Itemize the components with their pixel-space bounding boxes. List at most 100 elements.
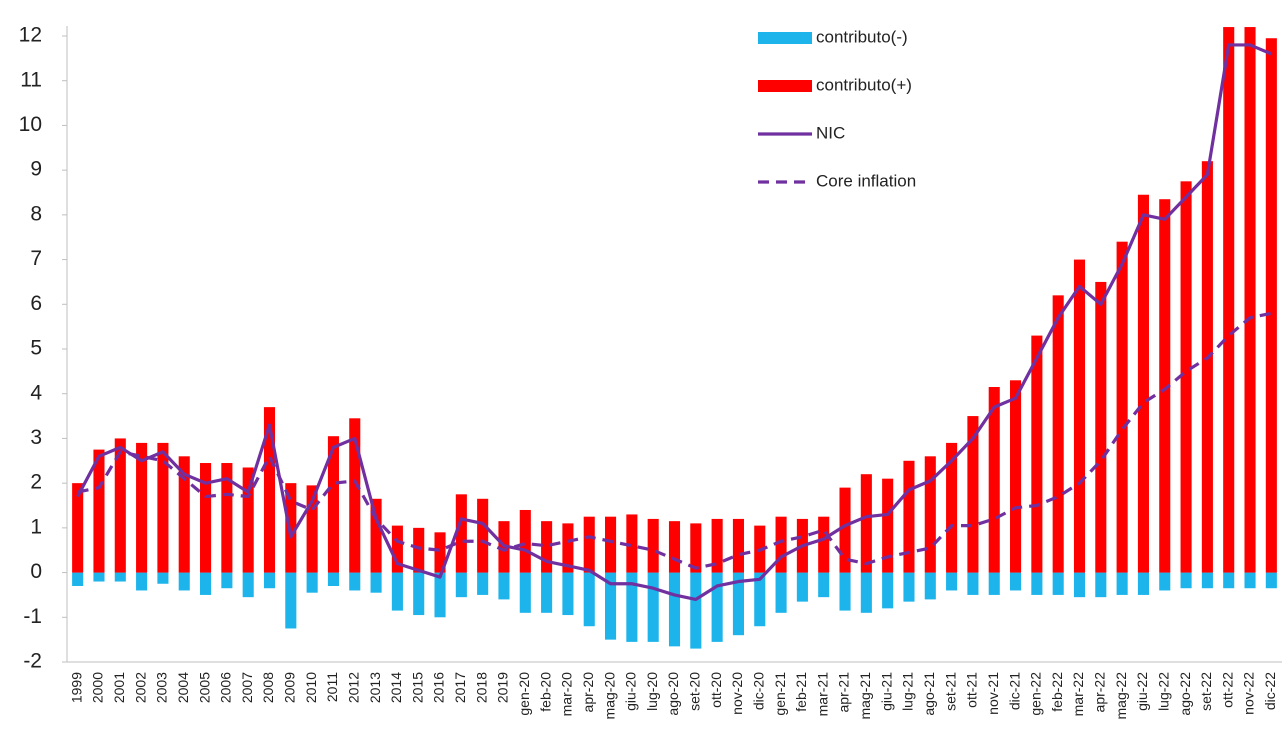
bar: [285, 483, 297, 573]
y-tick-label: 7: [30, 247, 42, 270]
bar: [1201, 572, 1213, 589]
bar: [775, 516, 787, 573]
bar: [242, 572, 254, 598]
bar: [455, 572, 467, 598]
bar: [605, 572, 617, 640]
bar: [1265, 38, 1277, 573]
bar: [391, 525, 403, 573]
bar: [988, 572, 1000, 595]
bar: [924, 456, 936, 573]
bar: [519, 572, 531, 613]
legend-label: contributo(+): [816, 75, 912, 94]
bar: [541, 521, 553, 573]
y-tick-label: 3: [30, 426, 42, 449]
y-tick-label: 1: [30, 515, 42, 538]
y-tick-label: 5: [30, 337, 42, 360]
bar: [860, 572, 872, 613]
x-tick-label: mar-22: [1070, 672, 1086, 717]
bar: [1010, 380, 1022, 573]
x-tick-label: apr-22: [1092, 672, 1108, 713]
bar: [668, 521, 681, 573]
line: [76, 43, 1272, 601]
x-tick-label: feb-20: [537, 672, 553, 712]
y-tick-label: 8: [30, 202, 42, 225]
x-tick-label: set-21: [942, 672, 958, 711]
bar: [306, 572, 318, 593]
line: [77, 311, 1272, 570]
x-tick-label: gen-22: [1028, 672, 1044, 716]
bar: [263, 407, 276, 573]
x-tick-label: 2000: [90, 672, 106, 703]
x-tick-label: mag-20: [601, 672, 617, 720]
x-tick-label: 2014: [388, 672, 404, 703]
x-tick-label: 2016: [431, 672, 447, 703]
x-tick-label: 2003: [154, 672, 170, 703]
bar: [434, 572, 446, 618]
x-tick-label: 2010: [303, 672, 319, 703]
x-tick-label: ago-20: [665, 672, 681, 716]
bar: [413, 527, 425, 573]
legend-swatch: [758, 80, 812, 92]
bar: [924, 572, 936, 600]
x-tick-label: 2005: [196, 672, 212, 703]
bar: [349, 572, 361, 591]
x-tick-label: lug-22: [1155, 672, 1171, 711]
bar: [690, 523, 702, 573]
bar: [327, 572, 339, 586]
bar: [967, 572, 979, 595]
bar: [306, 485, 318, 573]
x-tick-label: 2011: [324, 672, 340, 702]
x-tick-label: gen-20: [516, 672, 532, 716]
bar: [327, 436, 339, 573]
bar: [903, 572, 915, 602]
bar: [1223, 572, 1235, 589]
x-tick-label: dic-20: [750, 672, 766, 710]
bar: [434, 532, 446, 573]
bar: [882, 572, 894, 609]
x-tick-label: ott-21: [964, 672, 980, 708]
x-tick-label: 2019: [495, 672, 511, 703]
bar: [626, 572, 638, 642]
bar: [1010, 572, 1022, 591]
bar: [477, 572, 489, 595]
x-tick-label: ott-20: [708, 672, 724, 708]
bar: [93, 449, 105, 573]
bar: [668, 572, 681, 647]
bar: [519, 509, 531, 573]
legend-label: contributo(-): [816, 27, 908, 46]
bar: [1159, 199, 1171, 573]
x-tick-label: 2008: [260, 672, 276, 703]
bar: [1073, 259, 1086, 573]
y-tick-label: -1: [23, 605, 42, 628]
bar: [157, 572, 169, 584]
y-tick-label: 0: [30, 560, 42, 583]
x-tick-label: nov-21: [985, 672, 1001, 715]
bar: [1180, 181, 1192, 573]
bar: [1265, 572, 1277, 589]
bar: [136, 442, 148, 573]
x-tick-label: lug-21: [900, 672, 916, 711]
x-tick-label: giu-21: [878, 672, 894, 711]
bar: [455, 494, 467, 573]
bar: [626, 514, 638, 573]
bar: [583, 516, 595, 573]
bar: [1095, 572, 1107, 598]
bar: [1244, 572, 1256, 589]
x-tick-label: 2006: [218, 672, 234, 703]
legend-swatch: [758, 32, 812, 44]
bar: [562, 572, 574, 616]
bar: [1031, 335, 1043, 573]
x-tick-label: ago-21: [921, 672, 937, 716]
bar: [1159, 572, 1171, 591]
bar: [242, 467, 254, 573]
bar: [903, 460, 915, 573]
bar: [1137, 194, 1149, 573]
x-tick-label: nov-22: [1241, 672, 1257, 715]
bar: [967, 416, 979, 573]
legend-label: NIC: [816, 123, 845, 142]
x-tick-label: 2002: [132, 672, 148, 703]
x-tick-label: dic-21: [1006, 672, 1022, 710]
bar: [818, 572, 830, 598]
bar: [498, 572, 510, 600]
